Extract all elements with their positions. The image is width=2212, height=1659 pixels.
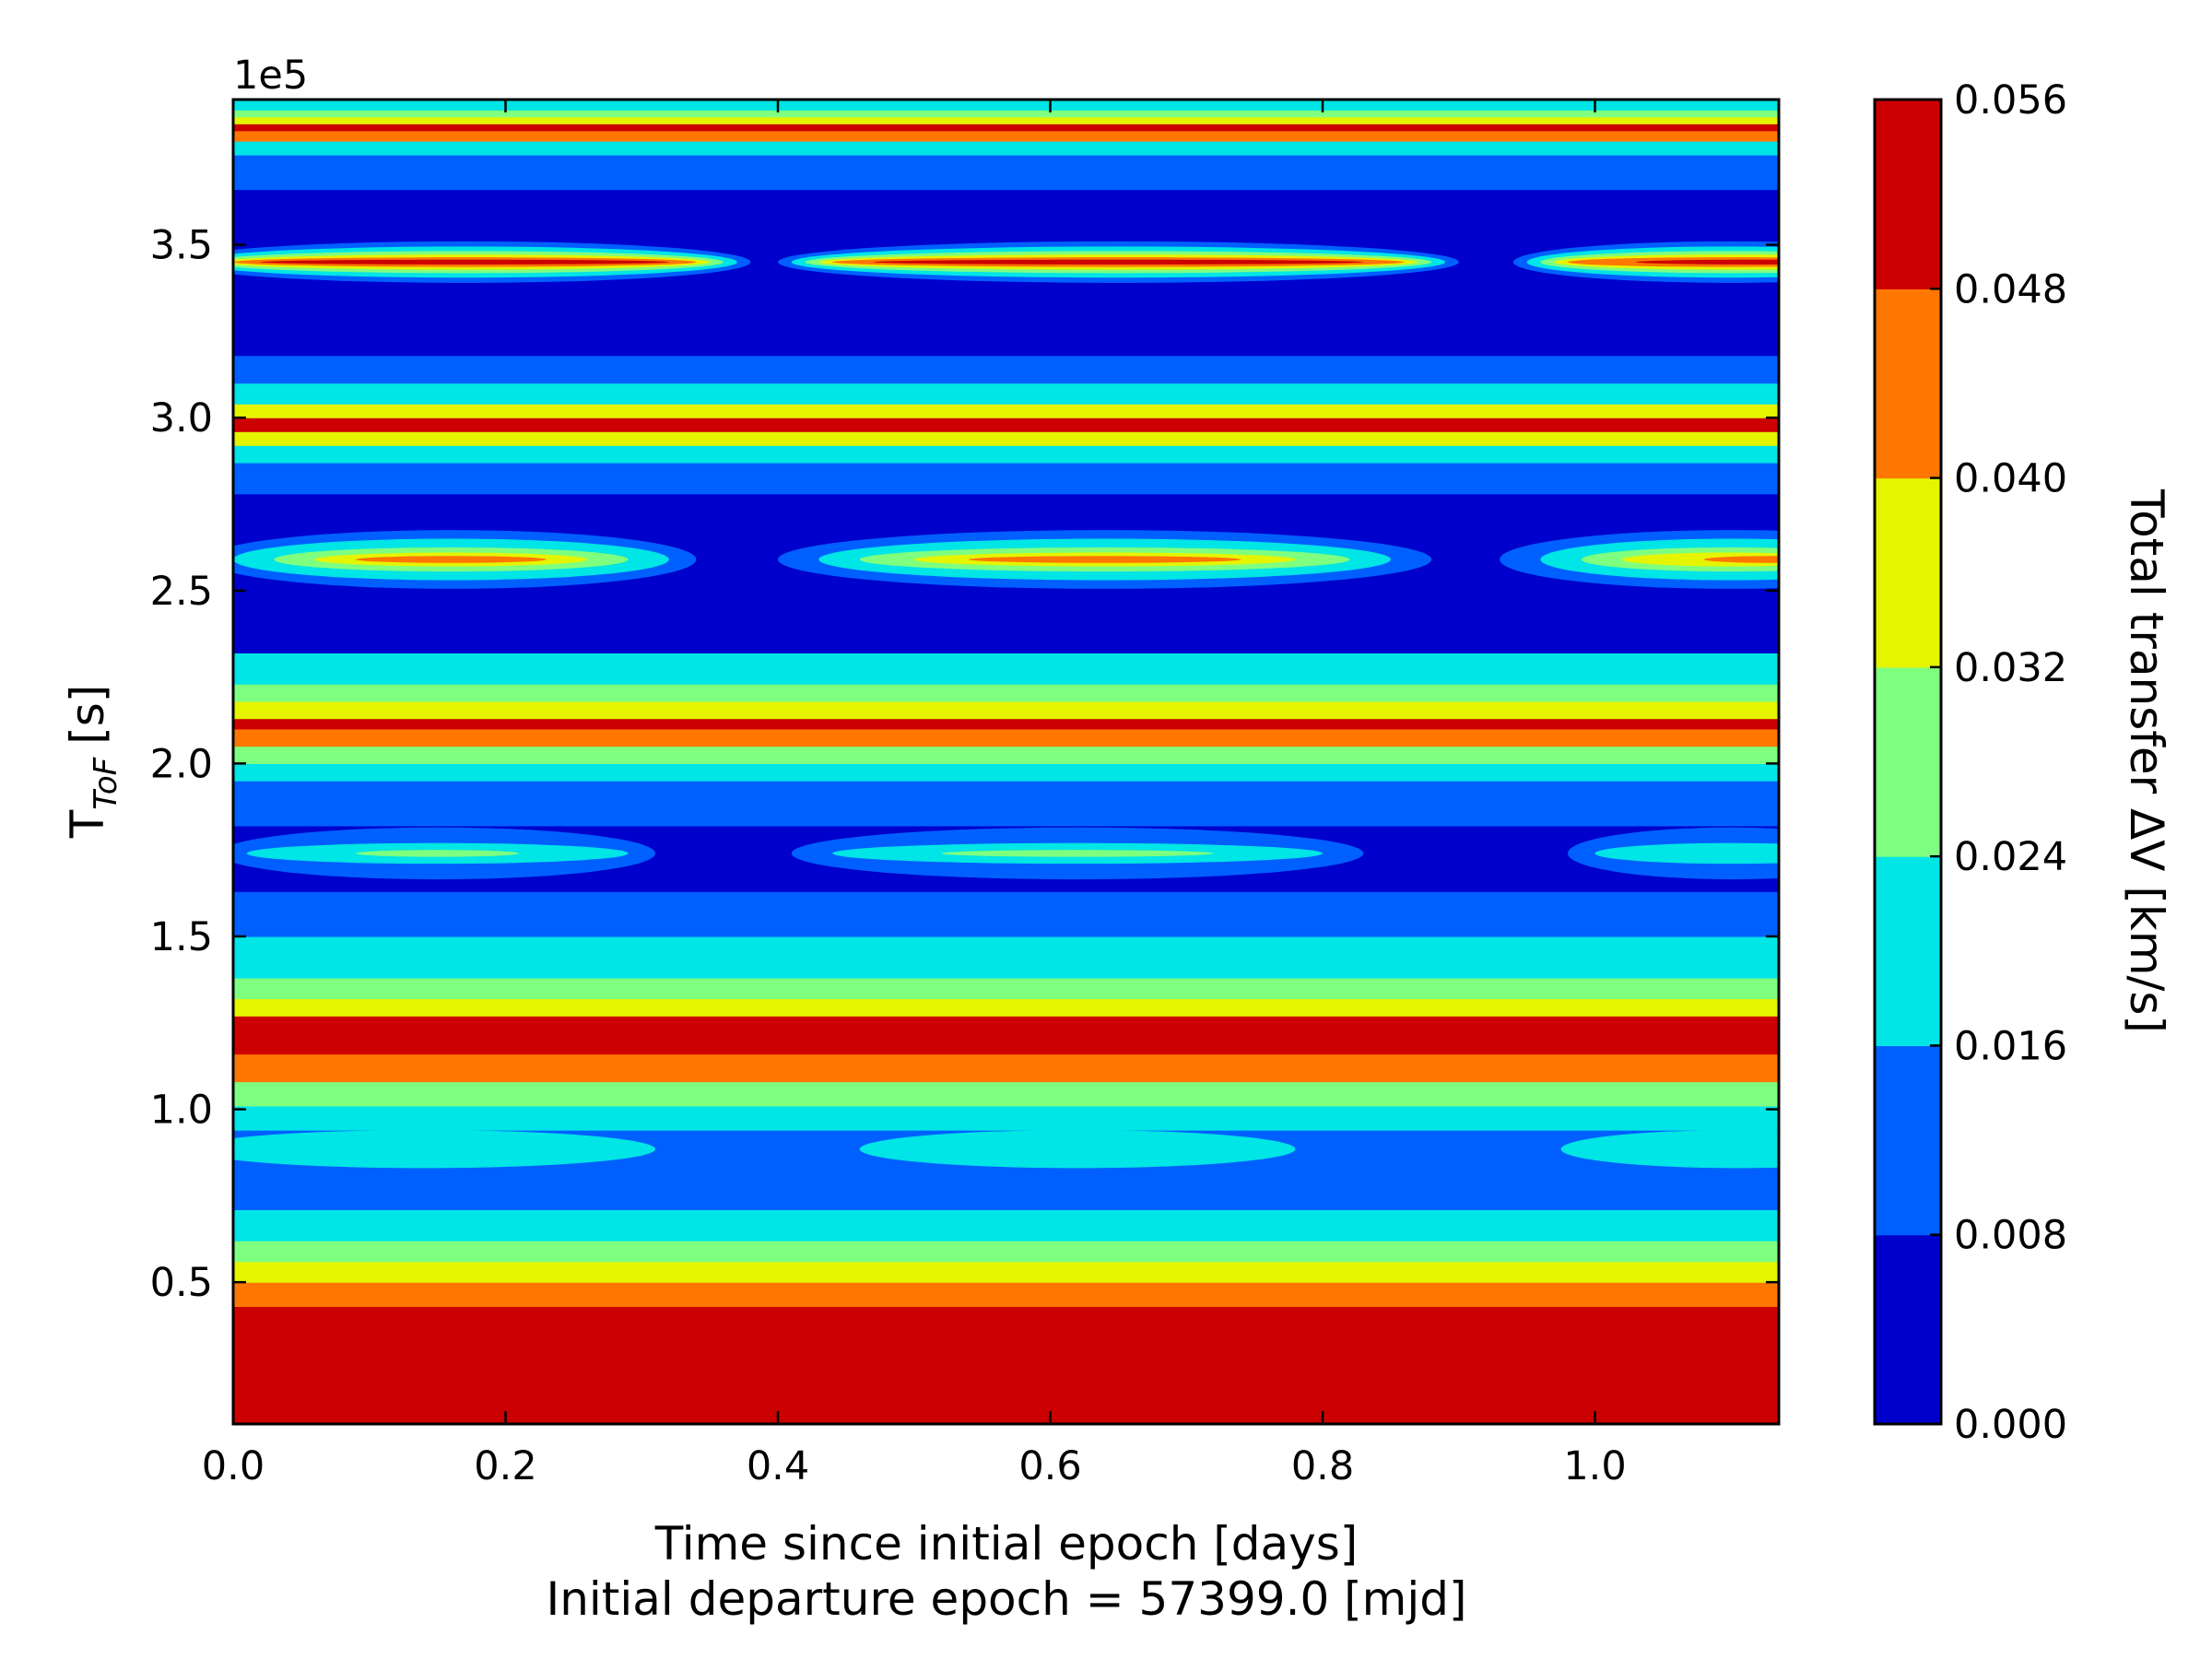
y-tick-label: 3.0 <box>150 395 213 441</box>
contour-band-22 <box>233 684 1779 702</box>
contour-band-17 <box>233 763 1779 782</box>
contour-island-25 <box>1703 556 1779 563</box>
contour-band-34 <box>233 141 1779 156</box>
colorbar: 0.000 0.008 0.016 0.024 0.032 0.040 0.048 0.056… <box>1873 77 2173 1448</box>
colorbar-segment-6 <box>1875 100 1941 289</box>
colorbar-tick-label: 0.008 <box>1954 1213 2067 1259</box>
contour-bands <box>233 100 1779 1424</box>
colorbar-tick-label: 0.016 <box>1954 1023 2067 1069</box>
contour-band-19 <box>233 728 1779 747</box>
contour-band-7 <box>233 1105 1779 1131</box>
colorbar-segment-3 <box>1875 666 1941 857</box>
x-axis-ticks: 0.0 0.2 0.4 0.6 0.8 1.0 <box>202 100 1627 1489</box>
contour-band-12 <box>233 977 1779 1000</box>
contour-island-31 <box>260 259 669 265</box>
contour-band-25 <box>233 462 1779 495</box>
contour-band-14 <box>233 891 1779 937</box>
colorbar-segment-2 <box>1875 856 1941 1047</box>
x-tick-label: 1.0 <box>1563 1443 1626 1489</box>
y-axis-label-unit: [s] <box>61 685 114 745</box>
contour-island-15 <box>355 556 547 563</box>
y-tick-label: 0.5 <box>150 1260 213 1306</box>
y-axis-label: TToF [s] <box>61 685 124 840</box>
contour-band-9 <box>233 1053 1779 1083</box>
colorbar-segments <box>1875 100 1941 1425</box>
contour-band-30 <box>233 382 1779 405</box>
y-tick-label: 2.5 <box>150 569 213 615</box>
contour-island-8 <box>941 850 1214 857</box>
x-axis-label-line2: Initial departure epoch = 57399.0 [mjd] <box>546 1572 1466 1626</box>
colorbar-tick-label: 0.000 <box>1954 1402 2067 1448</box>
x-tick-label: 0.2 <box>474 1443 536 1489</box>
plot-area <box>233 100 1779 1424</box>
y-axis-ticks: 0.5 1.0 1.5 2.0 2.5 3.0 3.5 <box>150 223 1779 1306</box>
colorbar-segment-0 <box>1875 1234 1941 1425</box>
contour-band-8 <box>233 1081 1779 1107</box>
y-axis-label-subscript: ToF <box>88 757 124 809</box>
contour-island-10 <box>1594 842 1779 865</box>
contour-band-5 <box>233 1168 1779 1210</box>
contour-island-37 <box>873 259 1364 265</box>
y-tick-label: 1.5 <box>150 914 213 960</box>
x-tick-label: 0.0 <box>202 1443 265 1489</box>
contour-island-43 <box>1635 259 1779 265</box>
y-axis-label-main: T <box>61 809 114 839</box>
contour-band-39 <box>233 100 1779 111</box>
y-tick-label: 1.0 <box>150 1088 213 1134</box>
contour-island-5 <box>355 850 520 857</box>
colorbar-frame <box>1873 98 1943 1426</box>
contour-band-36 <box>233 124 1779 132</box>
colorbar-tick-label: 0.048 <box>1954 266 2067 312</box>
colorbar-segment-4 <box>1875 477 1941 668</box>
x-axis-label: Time since initial epoch [days] <box>654 1517 1359 1571</box>
contour-band-13 <box>233 935 1779 979</box>
svg-text:TToF[s]: TToF [s] <box>61 685 124 840</box>
contour-band-4 <box>233 1209 1779 1241</box>
contour-band-20 <box>233 718 1779 730</box>
contour-band-10 <box>233 1016 1779 1055</box>
contour-island-20 <box>968 556 1241 563</box>
contour-band-16 <box>233 781 1779 827</box>
contour-band-33 <box>233 155 1779 191</box>
contour-band-26 <box>233 445 1779 464</box>
contour-band-3 <box>233 1241 1779 1263</box>
contour-band-27 <box>233 431 1779 446</box>
colorbar-label: Total transfer ΔV [km/s] <box>2120 488 2173 1033</box>
contour-band-37 <box>233 116 1779 124</box>
contour-band-31 <box>233 355 1779 384</box>
y-tick-label: 2.0 <box>150 741 213 787</box>
contour-band-35 <box>233 130 1779 142</box>
plot-frame <box>231 98 1781 1426</box>
colorbar-segment-1 <box>1875 1045 1941 1236</box>
colorbar-ticks: 0.000 0.008 0.016 0.024 0.032 0.040 0.048 0.056 <box>1930 77 2067 1448</box>
x-tick-label: 0.6 <box>1018 1443 1081 1489</box>
contour-island-2 <box>1560 1130 1779 1169</box>
x-tick-label: 0.8 <box>1291 1443 1354 1489</box>
contour-band-18 <box>233 746 1779 764</box>
contour-band-21 <box>233 700 1779 720</box>
contour-band-29 <box>233 404 1779 418</box>
contour-band-2 <box>233 1261 1779 1283</box>
contour-islands <box>233 241 1779 1169</box>
contour-island-24 <box>1622 552 1779 567</box>
contour-band-38 <box>233 110 1779 118</box>
y-tick-label: 3.5 <box>150 223 213 269</box>
colorbar-tick-label: 0.032 <box>1954 645 2067 691</box>
contour-band-0 <box>233 1306 1779 1424</box>
colorbar-tick-label: 0.024 <box>1954 834 2067 880</box>
y-offset-label: 1e5 <box>233 53 308 99</box>
contour-island-1 <box>859 1130 1296 1169</box>
contour-band-28 <box>233 418 1779 432</box>
contour-island-0 <box>233 1130 655 1169</box>
colorbar-tick-label: 0.040 <box>1954 456 2067 502</box>
colorbar-tick-label: 0.056 <box>1954 77 2067 124</box>
colorbar-segment-5 <box>1875 288 1941 479</box>
contour-band-23 <box>233 653 1779 685</box>
contour-band-1 <box>233 1282 1779 1308</box>
contour-band-11 <box>233 998 1779 1017</box>
x-tick-label: 0.4 <box>747 1443 809 1489</box>
